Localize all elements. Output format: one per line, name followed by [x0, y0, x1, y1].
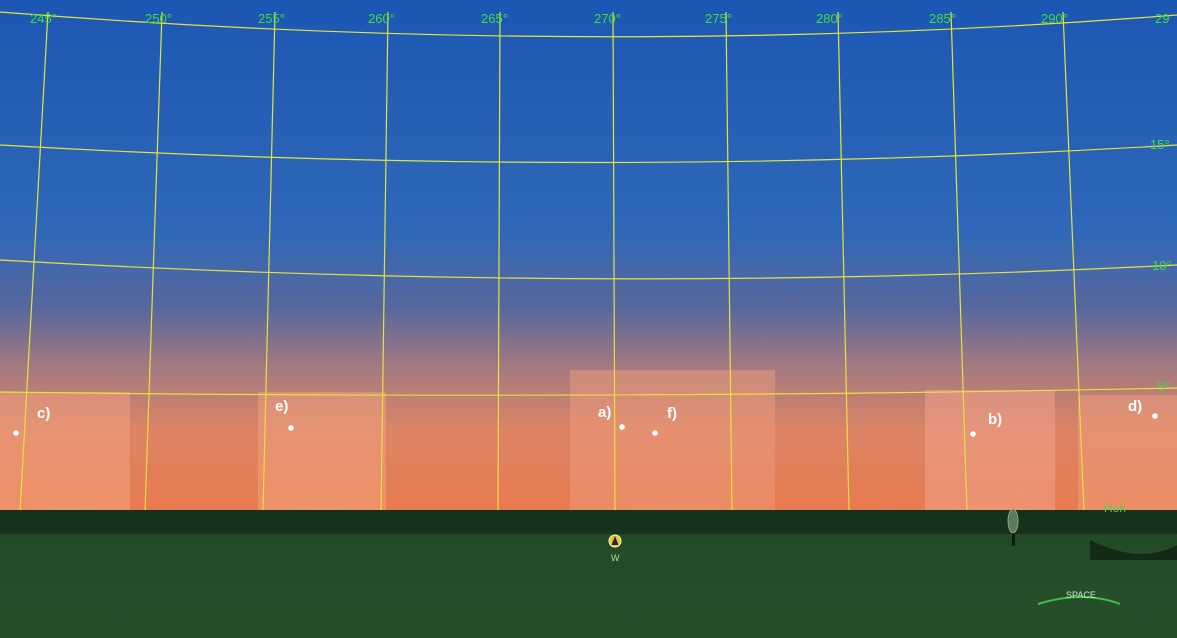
altitude-line-5 — [0, 387, 1177, 396]
coordinate-grid — [0, 11, 1177, 513]
horizon-label: Hori — [1104, 501, 1126, 515]
celestial-objects[interactable]: a) b) c) d) e) f) — [13, 398, 1158, 437]
object-c-dot[interactable] — [13, 430, 19, 436]
altitude-label-5: 5° — [1158, 379, 1170, 394]
object-d-label: d) — [1128, 398, 1142, 415]
object-a-dot[interactable] — [619, 424, 625, 430]
azimuth-label-260: 260° — [368, 11, 395, 26]
altitude-line-15 — [0, 144, 1177, 164]
altitude-label-15: 15° — [1150, 137, 1170, 152]
altitude-labels: 15° 10° 5° — [1150, 137, 1172, 394]
ground-hill — [1090, 540, 1177, 560]
space-badge-arc — [1037, 596, 1121, 605]
object-b[interactable]: b) — [970, 411, 1002, 437]
azimuth-line-260 — [380, 11, 389, 513]
object-f-dot[interactable] — [652, 430, 658, 436]
compass-marker-icon[interactable] — [608, 534, 622, 548]
object-e[interactable]: e) — [275, 398, 294, 431]
space-badge-label[interactable]: SPACE — [1066, 590, 1096, 600]
space-badge[interactable]: SPACE — [1037, 590, 1121, 605]
object-c-label: c) — [37, 405, 50, 422]
azimuth-label-295: 29 — [1155, 11, 1169, 26]
compass-marker[interactable]: W — [608, 534, 622, 563]
compass-direction-label: W — [611, 553, 620, 563]
altitude-line-10 — [0, 259, 1177, 280]
azimuth-label-245: 245° — [30, 11, 57, 26]
azimuth-label-290: 290° — [1041, 11, 1068, 26]
object-d-dot[interactable] — [1152, 413, 1158, 419]
azimuth-labels: 245° 250° 255° 260° 265° 270° 275° 280° … — [30, 11, 1169, 26]
object-e-label: e) — [275, 398, 288, 415]
object-f-label: f) — [667, 405, 677, 422]
azimuth-line-245 — [19, 11, 49, 513]
azimuth-label-265: 265° — [481, 11, 508, 26]
azimuth-label-285: 285° — [929, 11, 956, 26]
object-c[interactable]: c) — [13, 405, 50, 436]
azimuth-line-270 — [612, 11, 616, 513]
object-b-label: b) — [988, 411, 1002, 428]
azimuth-label-280: 280° — [816, 11, 843, 26]
object-e-dot[interactable] — [288, 425, 294, 431]
ground — [0, 508, 1177, 638]
object-f[interactable]: f) — [652, 405, 677, 436]
tree-icon — [1007, 508, 1019, 546]
ground-ridge — [0, 510, 1177, 534]
azimuth-label-270: 270° — [594, 11, 621, 26]
azimuth-line-285 — [950, 11, 968, 513]
azimuth-line-290 — [1062, 11, 1085, 513]
azimuth-line-250 — [144, 11, 163, 513]
object-a-label: a) — [598, 404, 611, 421]
altitude-line-20 — [0, 11, 1177, 38]
azimuth-line-255 — [262, 11, 276, 513]
object-a[interactable]: a) — [598, 404, 625, 430]
object-d[interactable]: d) — [1128, 398, 1158, 419]
azimuth-line-275 — [725, 11, 733, 513]
azimuth-label-250: 250° — [145, 11, 172, 26]
object-b-dot[interactable] — [970, 431, 976, 437]
azimuth-label-255: 255° — [258, 11, 285, 26]
altitude-label-10: 10° — [1152, 258, 1172, 273]
azimuth-line-265 — [497, 11, 501, 513]
azimuth-label-275: 275° — [705, 11, 732, 26]
azimuth-line-280 — [837, 11, 850, 513]
